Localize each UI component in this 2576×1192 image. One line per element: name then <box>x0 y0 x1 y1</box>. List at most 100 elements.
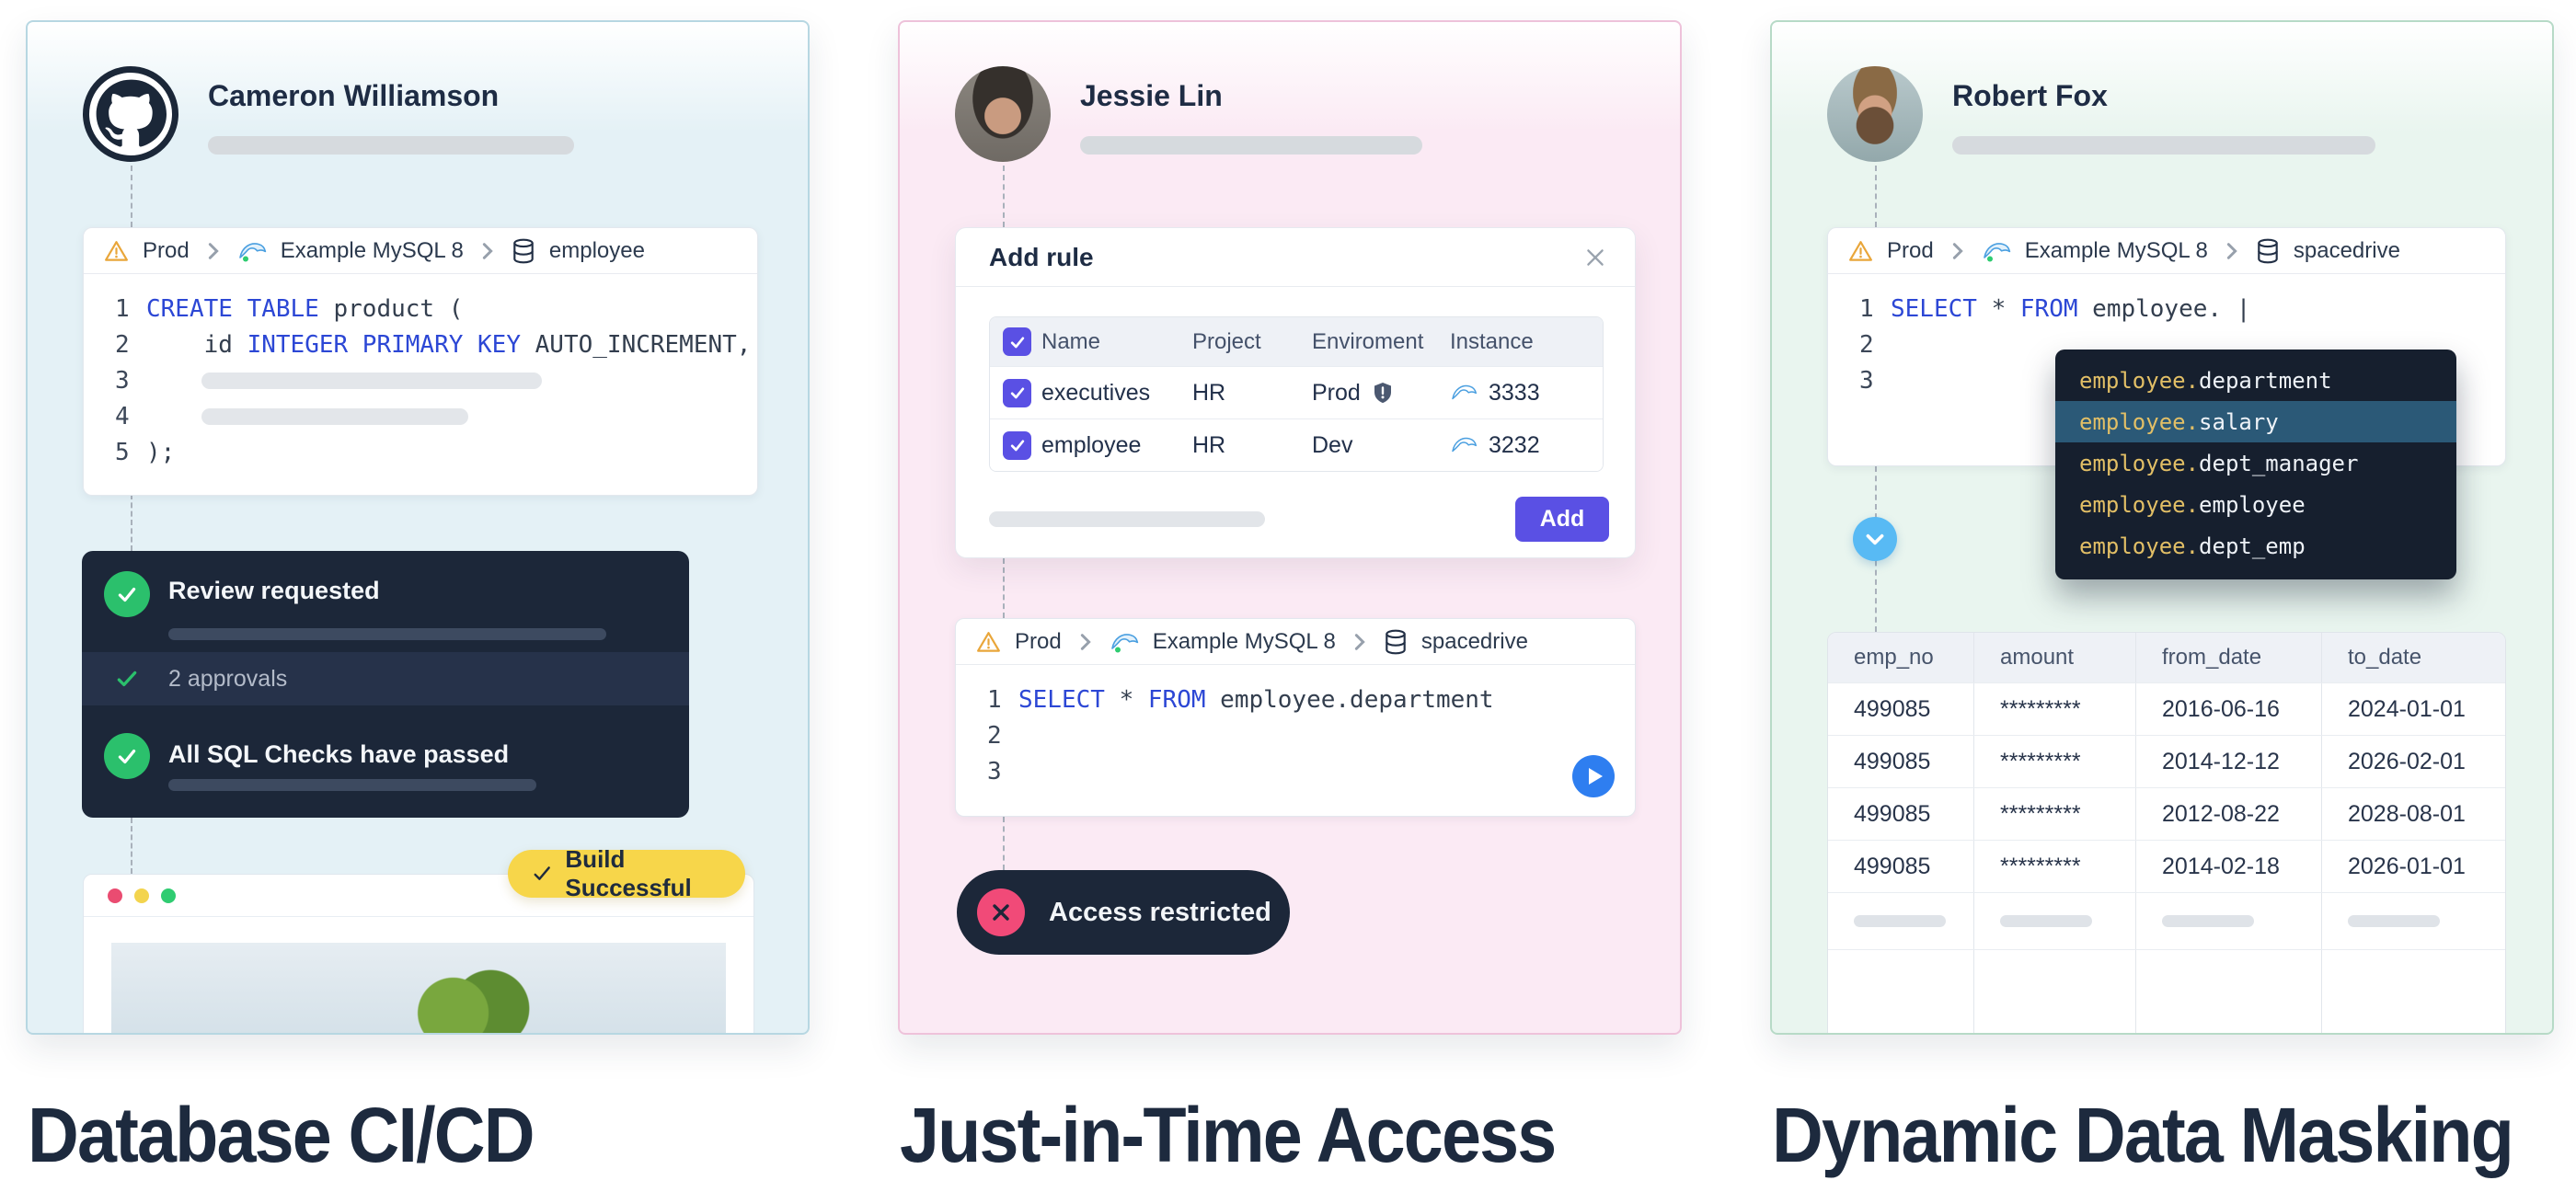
code-line: SELECT * FROM employee. | <box>1891 294 2251 323</box>
cell-from-date: 2014-12-12 <box>2135 736 2321 787</box>
autocomplete-item-selected[interactable]: employee. salary <box>2055 401 2456 442</box>
browser-window <box>83 874 754 1033</box>
table-row: 499085 ********* 2012-08-22 2028-08-01 <box>1828 787 2505 840</box>
warning-icon <box>105 240 128 261</box>
close-icon[interactable] <box>1583 246 1607 269</box>
minimize-dot-icon[interactable] <box>134 888 149 903</box>
check-icon <box>117 670 137 687</box>
breadcrumb-database[interactable]: spacedrive <box>2293 237 2400 263</box>
card-database-cicd: Cameron Williamson Prod Example MySQL 8 … <box>26 20 810 1035</box>
table-row-skeleton <box>1828 892 2505 949</box>
line-number: 1 <box>987 685 1002 714</box>
table-header-row: emp_no amount from_date to_date <box>1828 633 2505 682</box>
line-number: 2 <box>1859 330 1874 359</box>
table-row-clipped <box>1828 949 2505 1033</box>
database-icon <box>2258 238 2278 263</box>
rules-table: Name Project Enviroment Instance executi… <box>989 316 1604 472</box>
cell-from-date: 2016-06-16 <box>2135 683 2321 735</box>
rule-project: HR <box>1192 431 1226 458</box>
line-number: 1 <box>115 294 130 323</box>
dialog-title: Add rule <box>989 242 1094 271</box>
code-line: ); <box>146 438 176 466</box>
breadcrumb-server[interactable]: Example MySQL 8 <box>1152 628 1336 654</box>
autocomplete-item[interactable]: employee. department <box>2079 367 2332 394</box>
breadcrumb: Prod Example MySQL 8 spacedrive <box>1828 228 2505 274</box>
line-number: 5 <box>115 438 130 466</box>
connector-line <box>1875 166 1877 227</box>
warning-icon <box>1849 240 1872 261</box>
checks-status-panel: Review requested 2 approvals All SQL Che… <box>82 551 689 818</box>
line-number: 3 <box>115 366 130 395</box>
table-row: 499085 ********* 2014-12-12 2026-02-01 <box>1828 735 2505 787</box>
run-query-button[interactable] <box>1572 755 1615 797</box>
rule-env: Prod <box>1312 379 1361 406</box>
connector-line <box>131 818 132 874</box>
rule-instance: 3333 <box>1489 379 1540 406</box>
autocomplete-dropdown: employee. department employee. salary empl… <box>2055 350 2456 579</box>
pill-label: Access restricted <box>1049 897 1271 927</box>
user-avatar <box>1827 66 1923 162</box>
sql-code-editor[interactable]: 1 SELECT * FROM employee.department 2 3 <box>956 665 1635 789</box>
placeholder-bar <box>168 628 606 640</box>
connector-line <box>131 166 132 227</box>
line-number: 2 <box>987 721 1002 750</box>
autocomplete-item[interactable]: employee. dept_emp <box>2079 533 2306 559</box>
breadcrumb-env[interactable]: Prod <box>1015 628 1062 654</box>
col-header-env: Enviroment <box>1312 328 1424 354</box>
breadcrumb-env[interactable]: Prod <box>143 237 190 263</box>
browser-titlebar <box>84 875 753 917</box>
table-row: 499085 ********* 2016-06-16 2024-01-01 <box>1828 682 2505 735</box>
maximize-dot-icon[interactable] <box>161 888 176 903</box>
feature-title-data-masking: Dynamic Data Masking <box>1772 1092 2514 1178</box>
github-avatar <box>83 66 178 162</box>
cell-amount-masked: ********* <box>1973 683 2135 735</box>
mysql-dolphin-icon <box>1452 384 1478 400</box>
autocomplete-item[interactable]: employee. employee <box>2079 491 2306 518</box>
breadcrumb-env[interactable]: Prod <box>1887 237 1934 263</box>
add-button[interactable]: Add <box>1515 497 1609 542</box>
mysql-dolphin-icon <box>1110 633 1138 652</box>
row-checkbox[interactable] <box>1003 378 1031 407</box>
close-dot-icon[interactable] <box>108 888 122 903</box>
github-octocat-icon <box>96 79 167 147</box>
rule-row[interactable]: executives HR Prod 3333 <box>990 366 1603 418</box>
autocomplete-item[interactable]: employee. dept_manager <box>2079 450 2359 476</box>
access-restricted-pill: Access restricted <box>957 870 1290 955</box>
col-header: from_date <box>2135 633 2321 682</box>
rule-instance: 3232 <box>1489 431 1540 458</box>
code-line: id INTEGER PRIMARY KEY AUTO_INCREMENT, <box>146 330 752 359</box>
add-rule-dialog: Add rule Name Project Enviroment Instanc… <box>955 227 1636 558</box>
row-checkbox[interactable] <box>1003 430 1031 460</box>
col-header-project: Project <box>1192 328 1261 354</box>
chevron-right-icon <box>482 242 493 259</box>
select-all-checkbox[interactable] <box>1003 327 1031 356</box>
chevron-right-icon <box>2226 242 2237 259</box>
chevron-right-icon <box>1952 242 1963 259</box>
connector-line <box>131 494 132 551</box>
code-placeholder-bar <box>201 372 542 389</box>
sql-code-editor[interactable]: 1 CREATE TABLE product ( 2 id INTEGER PRI… <box>84 274 757 470</box>
chevron-right-icon <box>1354 633 1365 650</box>
approvals-row: 2 approvals <box>82 652 689 705</box>
sql-code-editor[interactable]: 1 SELECT * FROM employee. | 2 3 <box>1828 274 2505 398</box>
line-number: 4 <box>115 402 130 430</box>
rule-env: Dev <box>1312 431 1353 458</box>
database-icon <box>513 238 534 263</box>
placeholder-bar <box>208 136 574 155</box>
code-placeholder-bar <box>201 407 468 425</box>
breadcrumb-server[interactable]: Example MySQL 8 <box>2024 237 2208 263</box>
connector-line <box>1003 558 1005 618</box>
col-header-instance: Instance <box>1450 328 1534 354</box>
review-requested-label: Review requested <box>168 577 380 604</box>
cell-emp-no: 499085 <box>1854 800 1931 827</box>
mysql-dolphin-icon <box>238 242 266 261</box>
breadcrumb-database[interactable]: spacedrive <box>1420 628 1528 654</box>
breadcrumb-database[interactable]: employee <box>548 237 645 263</box>
breadcrumb-server[interactable]: Example MySQL 8 <box>280 237 464 263</box>
code-line: CREATE TABLE product ( <box>146 294 464 323</box>
cell-emp-no: 499085 <box>1854 853 1931 879</box>
scroll-down-button[interactable] <box>1853 517 1897 561</box>
rule-row[interactable]: employee HR Dev 3232 <box>990 418 1603 471</box>
database-icon <box>1386 629 1406 654</box>
build-successful-badge: Build Successful <box>508 845 745 901</box>
